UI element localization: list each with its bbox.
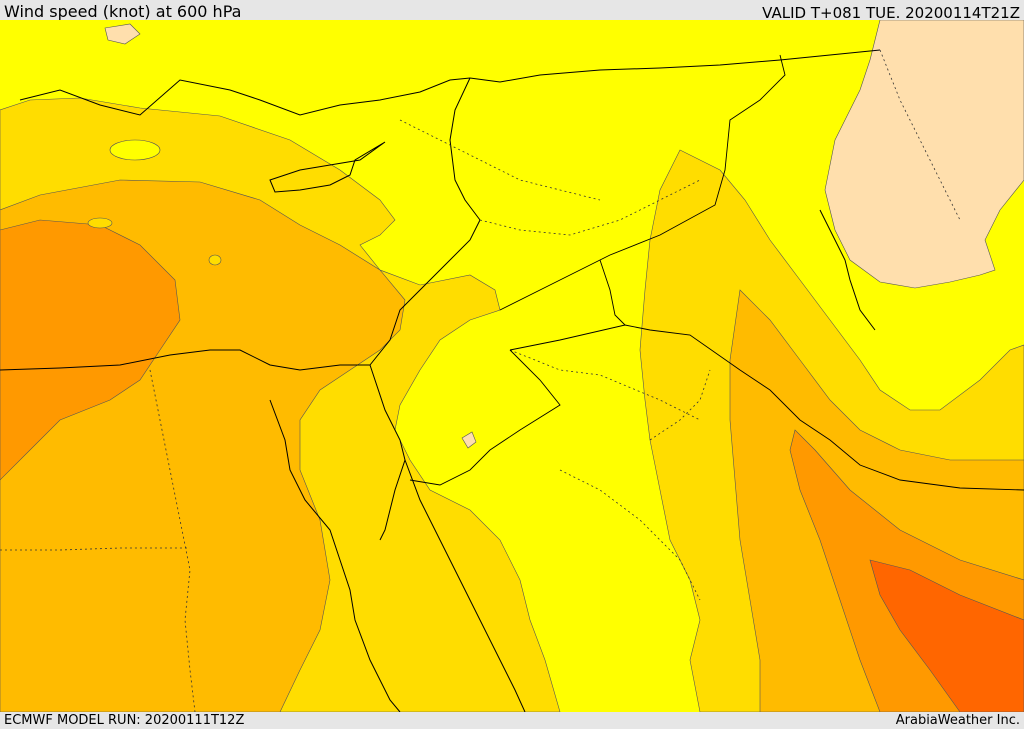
coastlines — [0, 49, 881, 712]
band-beige-small-1 — [104, 23, 141, 45]
band-beige-small-2 — [461, 431, 477, 449]
wind-speed-map — [0, 20, 1024, 712]
valid-time: VALID T+081 TUE. 20200114T21Z — [762, 4, 1020, 22]
map-canvas — [0, 20, 1024, 712]
band-yellow-patch-2 — [87, 217, 113, 229]
map-title: Wind speed (knot) at 600 hPa — [4, 2, 242, 21]
model-run-label: ECMWF MODEL RUN: 20200111T12Z — [4, 713, 245, 728]
band-highest-east — [869, 559, 1024, 712]
band-beige-east — [824, 20, 1024, 289]
credit-label: ArabiaWeather Inc. — [895, 713, 1020, 728]
borders — [0, 49, 961, 712]
band-yellow-patch-3 — [208, 254, 222, 266]
boundary-lines — [409, 54, 1024, 491]
band-yellow-patch-1 — [109, 139, 161, 161]
